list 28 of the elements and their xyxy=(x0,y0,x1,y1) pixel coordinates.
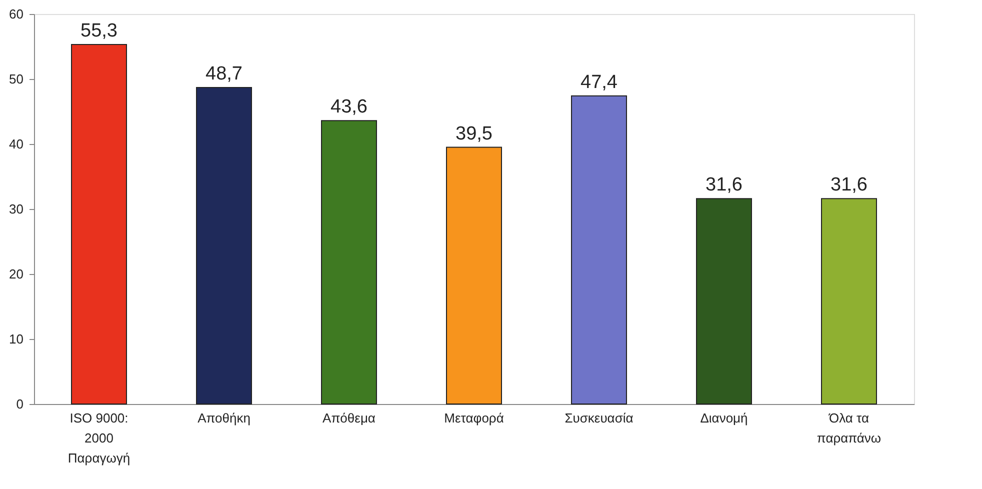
x-tick-label: Διανομή xyxy=(700,410,748,426)
data-label: 48,7 xyxy=(206,63,242,84)
bar xyxy=(446,146,502,404)
x-tick-label: Αποθήκη xyxy=(198,410,250,426)
data-label: 55,3 xyxy=(80,20,118,42)
y-tick-label: 30 xyxy=(9,202,24,216)
y-tick-label: 60 xyxy=(9,6,24,22)
x-tick-label: Συσκευασία xyxy=(564,410,634,426)
x-tick-label: Μεταφορά xyxy=(444,410,504,426)
bar xyxy=(321,120,377,404)
data-label: 43,6 xyxy=(330,96,368,118)
y-tick-label: 20 xyxy=(9,266,24,282)
x-tick-label: ISO 9000: 2000 Παραγωγή xyxy=(68,410,130,466)
data-label: 47,4 xyxy=(580,72,618,93)
x-tick-label: Όλα τα παραπάνω xyxy=(816,410,882,446)
data-label: 39,5 xyxy=(456,123,492,144)
x-tick-label: Απόθεμα xyxy=(322,410,376,426)
y-tick-label: 10 xyxy=(9,332,24,346)
bar xyxy=(196,86,252,404)
bar xyxy=(71,44,127,404)
data-label: 31,6 xyxy=(706,174,742,196)
y-tick-label: 0 xyxy=(16,396,24,412)
bar xyxy=(696,198,752,404)
data-label: 31,6 xyxy=(830,174,868,196)
y-tick-label: 40 xyxy=(9,136,24,152)
bar xyxy=(821,198,877,404)
bar xyxy=(571,95,627,404)
y-tick-label: 50 xyxy=(9,72,24,86)
